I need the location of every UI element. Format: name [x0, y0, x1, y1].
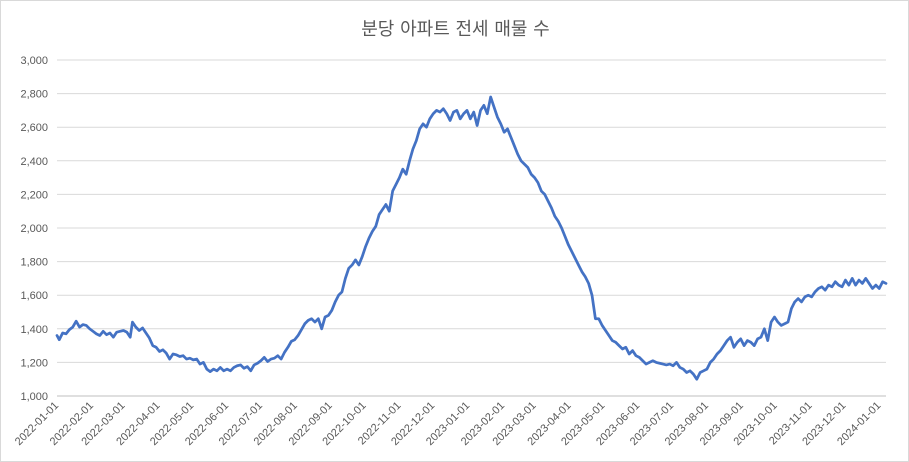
y-tick-label: 1,000 [20, 391, 48, 403]
y-tick-label: 2,600 [20, 122, 48, 134]
y-tick-label: 1,400 [20, 324, 48, 336]
y-tick-label: 1,800 [20, 257, 48, 269]
y-tick-label: 1,200 [20, 357, 48, 369]
y-tick-label: 2,000 [20, 223, 48, 235]
gridlines [57, 59, 886, 397]
y-tick-label: 2,400 [20, 156, 48, 168]
y-tick-label: 3,000 [20, 55, 48, 67]
chart-title: 분당 아파트 전세 매물 수 [361, 19, 550, 40]
y-tick-label: 2,200 [20, 189, 48, 201]
y-tick-label: 2,800 [20, 89, 48, 101]
y-axis-tick-labels: 1,000 1,200 1,400 1,600 1,800 2,000 2,200 2,400… [20, 55, 48, 403]
x-axis-tick-labels: 2022-01-012022-02-012022-03-012022-04-01… [13, 400, 884, 448]
series-layer [55, 95, 888, 381]
y-tick-label: 1,600 [20, 290, 48, 302]
series-line [55, 95, 888, 381]
